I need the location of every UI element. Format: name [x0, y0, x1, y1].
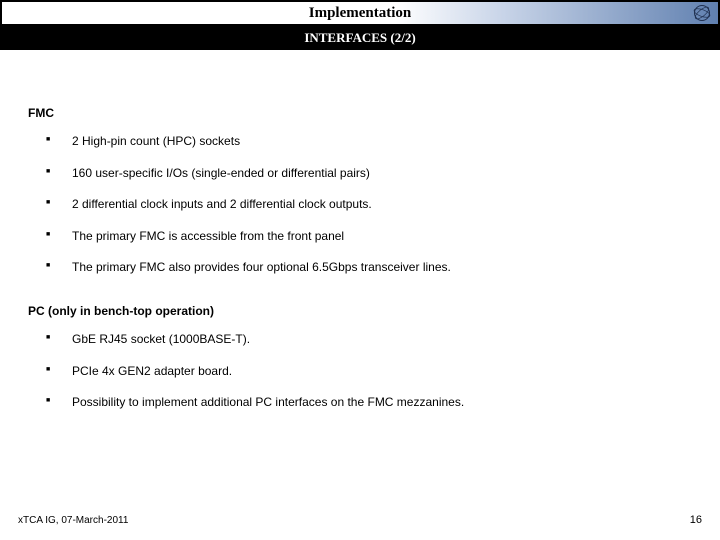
slide-subtitle: INTERFACES (2/2)	[304, 30, 415, 46]
list-item: 2 differential clock inputs and 2 differ…	[46, 197, 692, 213]
slide-content: FMC 2 High-pin count (HPC) sockets 160 u…	[0, 50, 720, 411]
list-item: 2 High-pin count (HPC) sockets	[46, 134, 692, 150]
section-heading: PC (only in bench-top operation)	[28, 304, 692, 318]
slide-header: Implementation INTERFACES (2/2)	[0, 0, 720, 50]
list-item: 160 user-specific I/Os (single-ended or …	[46, 166, 692, 182]
list-item: The primary FMC also provides four optio…	[46, 260, 692, 276]
list-item: GbE RJ45 socket (1000BASE-T).	[46, 332, 692, 348]
list-item: The primary FMC is accessible from the f…	[46, 229, 692, 245]
bullet-list: 2 High-pin count (HPC) sockets 160 user-…	[46, 134, 692, 276]
footer-left-text: xTCA IG, 07-March-2011	[18, 515, 128, 526]
page-number: 16	[690, 514, 702, 526]
slide-title: Implementation	[309, 5, 412, 22]
title-bar: Implementation	[0, 0, 720, 26]
bullet-list: GbE RJ45 socket (1000BASE-T). PCIe 4x GE…	[46, 332, 692, 411]
subtitle-bar: INTERFACES (2/2)	[0, 26, 720, 50]
section-heading: FMC	[28, 106, 692, 120]
list-item: Possibility to implement additional PC i…	[46, 395, 692, 411]
cern-logo-icon	[692, 3, 712, 23]
list-item: PCIe 4x GEN2 adapter board.	[46, 364, 692, 380]
slide-footer: xTCA IG, 07-March-2011 16	[0, 514, 720, 526]
